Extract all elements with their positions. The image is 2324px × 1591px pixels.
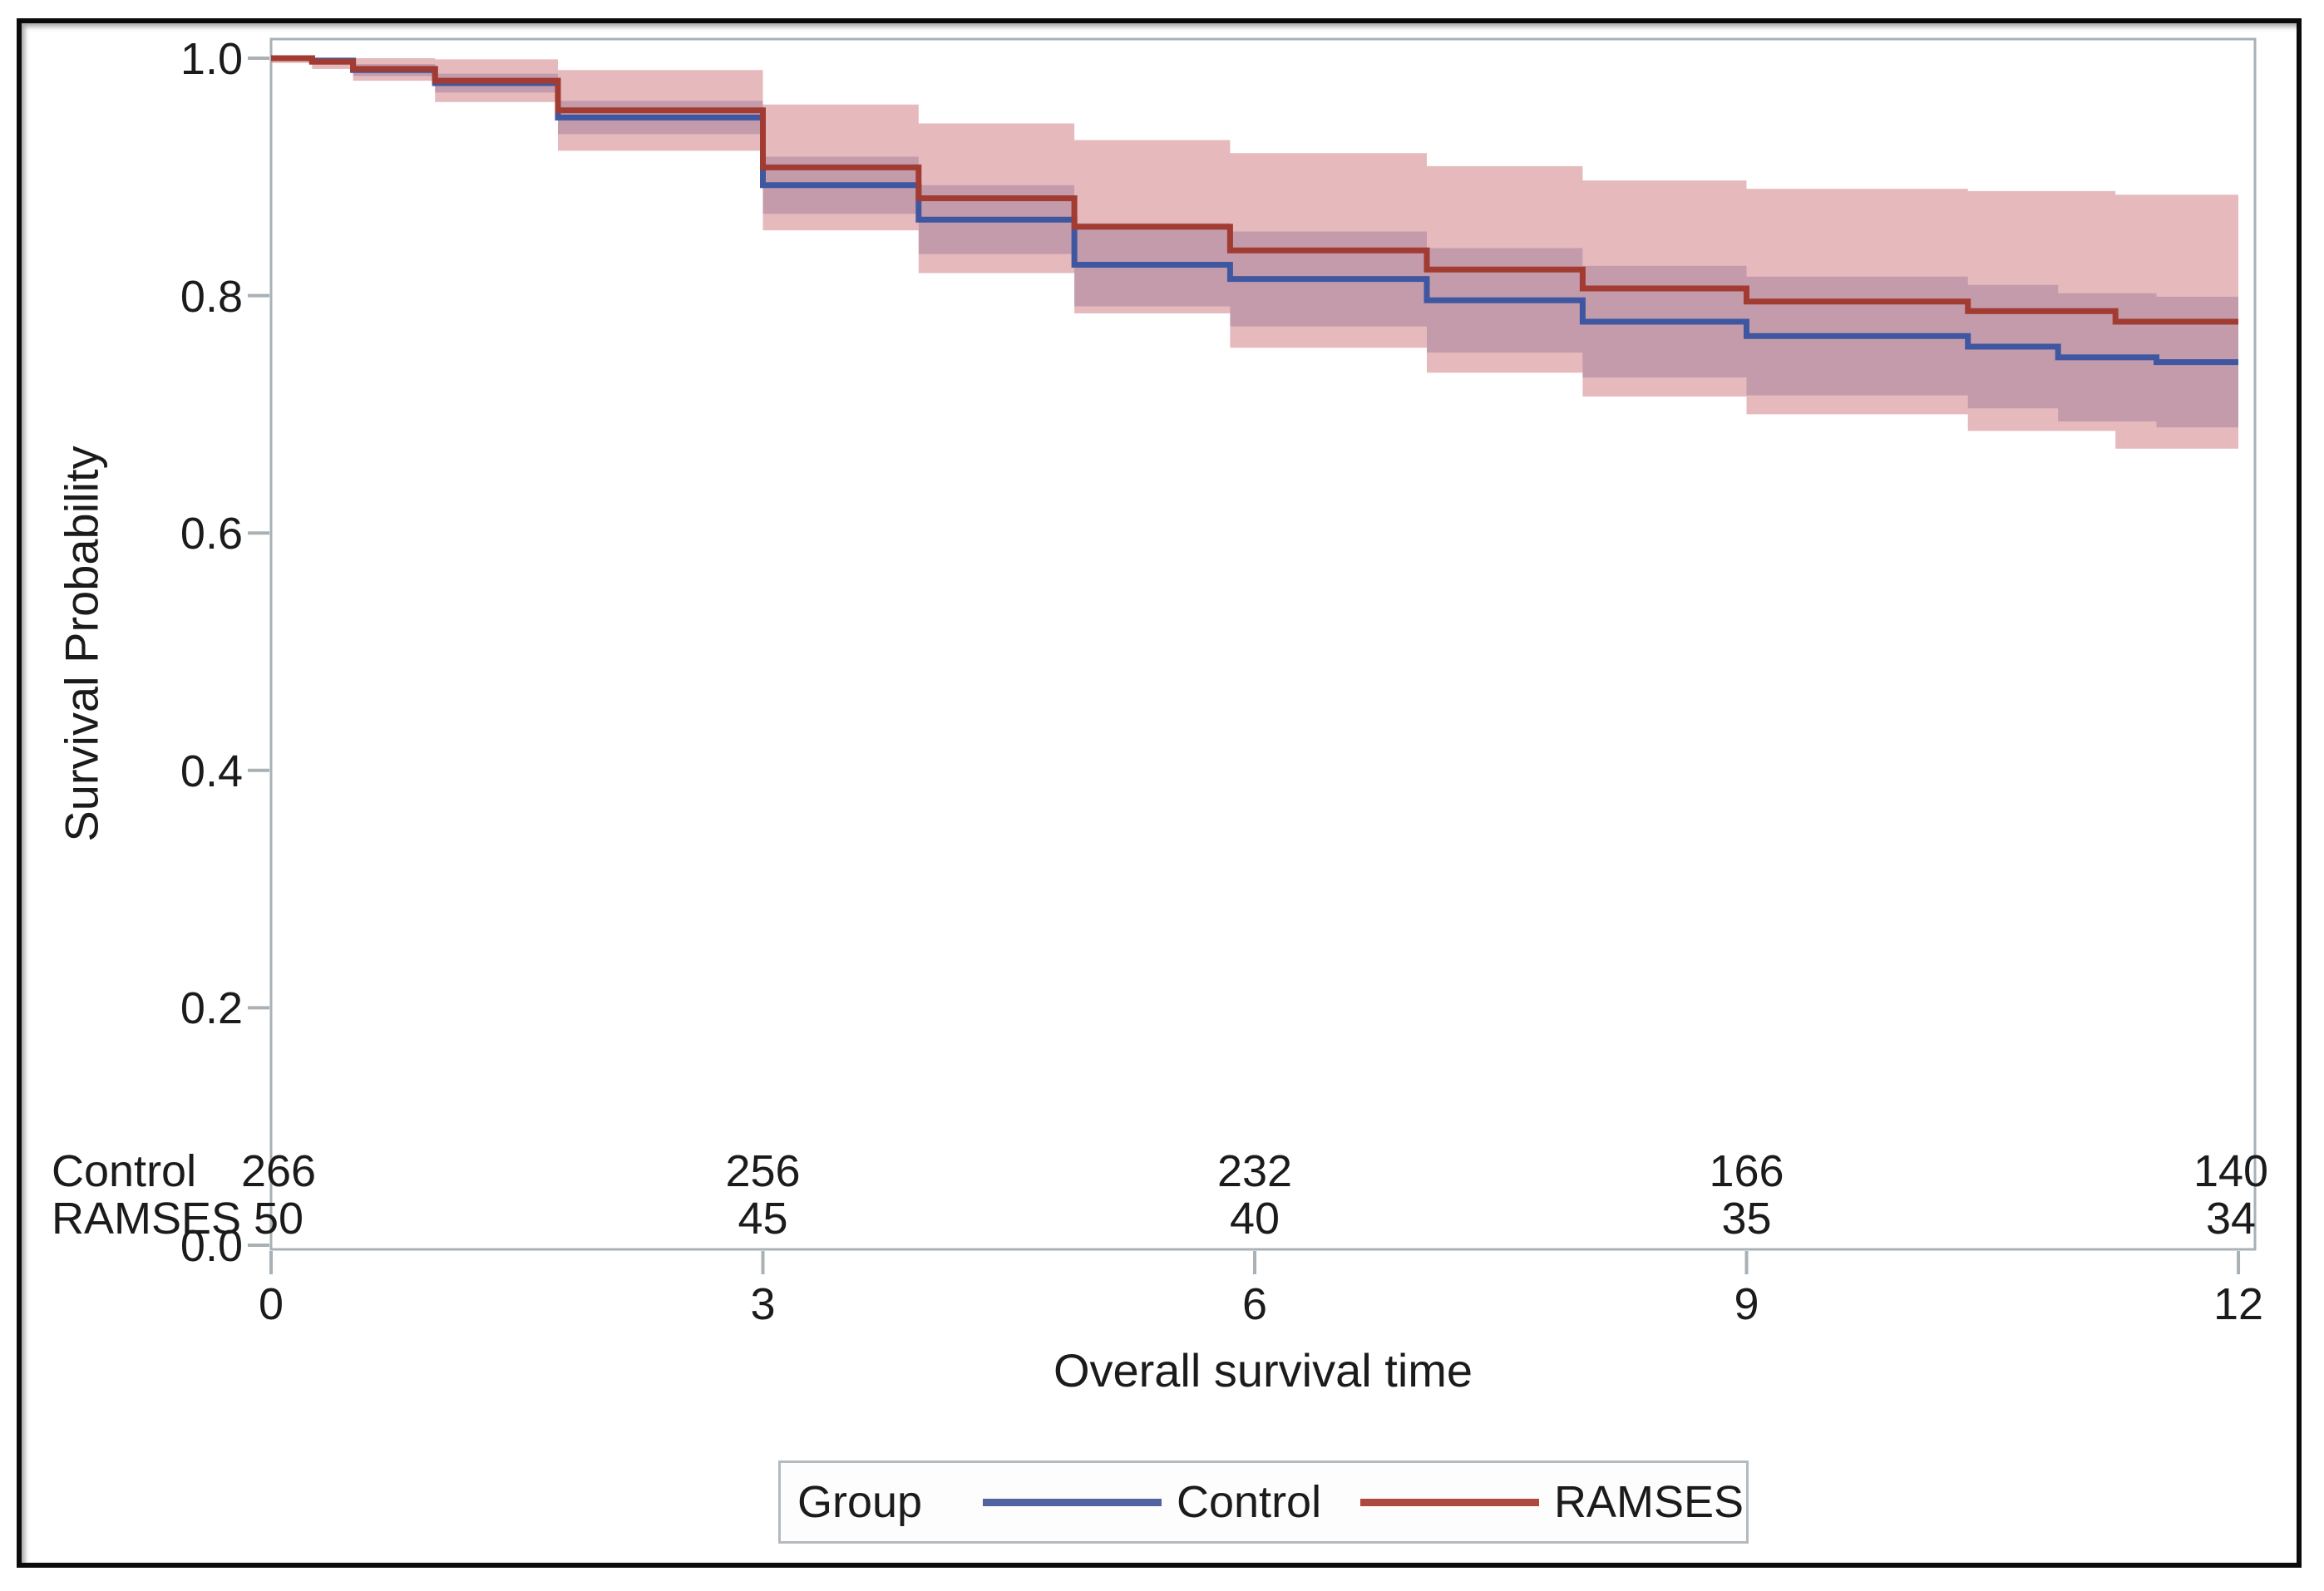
legend-swatch-control [983, 1499, 1162, 1506]
x-tick-label: 9 [1734, 1279, 1759, 1329]
at-risk-count: 45 [738, 1194, 788, 1244]
legend-label-control: Control [1177, 1477, 1322, 1527]
x-tick-label: 0 [258, 1279, 284, 1329]
at-risk-count: 35 [1721, 1194, 1772, 1244]
x-tick-label: 6 [1241, 1279, 1268, 1329]
x-tick-label: 12 [2213, 1279, 2264, 1329]
at-risk-group-label: Control [52, 1146, 197, 1196]
at-risk-count: 140 [2193, 1146, 2269, 1196]
x-tick-label: 3 [750, 1279, 776, 1329]
at-risk-count: 256 [725, 1146, 801, 1196]
y-tick-label: 0.4 [180, 746, 243, 796]
y-tick-label: 1.0 [180, 34, 243, 84]
legend-swatch-ramses [1360, 1499, 1539, 1506]
at-risk-count: 266 [240, 1146, 317, 1196]
y-axis-title: Survival Probability [55, 446, 108, 842]
ramses-survival-curve [271, 55, 2238, 325]
legend-label-ramses: RAMSES [1554, 1477, 1744, 1527]
legend-title: Group [797, 1477, 923, 1527]
figure-border [17, 18, 2302, 1568]
y-tick-label: 0.2 [180, 983, 243, 1034]
at-risk-count: 232 [1216, 1146, 1293, 1196]
at-risk-count: 40 [1229, 1194, 1280, 1244]
x-axis-title: Overall survival time [1053, 1344, 1473, 1396]
legend: Group Control RAMSES [778, 1460, 1749, 1544]
at-risk-count: 50 [253, 1194, 304, 1244]
y-tick-label: 0.0 [180, 1221, 243, 1271]
at-risk-count: 34 [2205, 1194, 2257, 1244]
at-risk-group-label: RAMSES [52, 1194, 242, 1244]
y-tick-label: 0.6 [180, 509, 243, 559]
at-risk-count: 166 [1709, 1146, 1784, 1196]
y-tick-label: 0.8 [180, 271, 243, 322]
